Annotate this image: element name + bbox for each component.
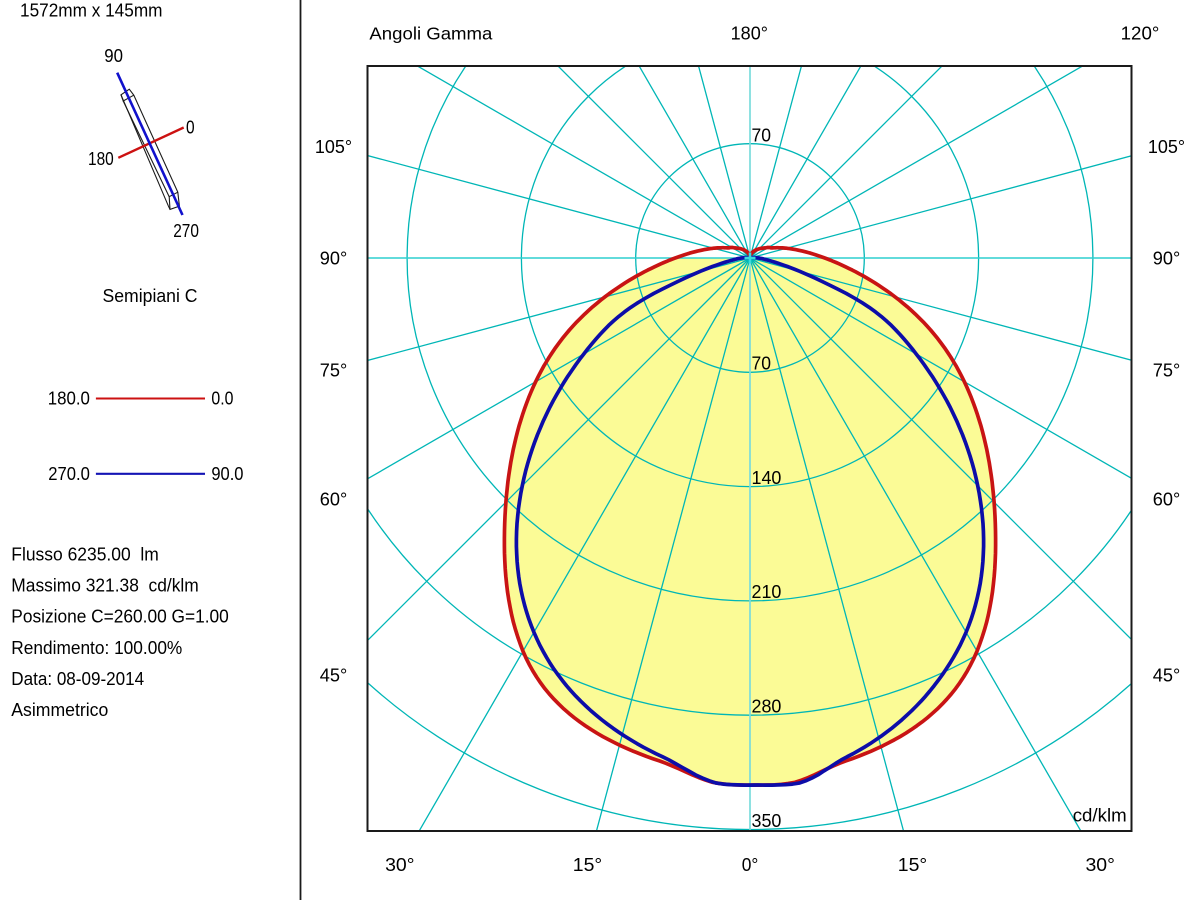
svg-text:0: 0 xyxy=(186,116,195,137)
svg-text:140: 140 xyxy=(752,467,782,488)
svg-text:Rendimento: 100.00%: Rendimento: 100.00% xyxy=(11,637,182,658)
svg-text:0.0: 0.0 xyxy=(211,387,233,408)
svg-text:60°: 60° xyxy=(1153,488,1181,509)
svg-text:15°: 15° xyxy=(573,854,602,875)
svg-text:45°: 45° xyxy=(1153,665,1181,686)
svg-text:90.0: 90.0 xyxy=(211,463,243,484)
svg-text:105°: 105° xyxy=(1148,136,1185,157)
svg-text:0°: 0° xyxy=(742,854,759,875)
svg-text:1572mm x 145mm: 1572mm x 145mm xyxy=(20,0,163,20)
svg-text:Semipiani C: Semipiani C xyxy=(103,285,198,306)
svg-text:70: 70 xyxy=(752,353,772,374)
svg-text:75°: 75° xyxy=(1153,359,1181,380)
svg-text:Data: 08-09-2014: Data: 08-09-2014 xyxy=(11,668,144,689)
svg-text:180°: 180° xyxy=(731,24,768,44)
svg-text:Massimo 321.38 cd/klm: Massimo 321.38 cd/klm xyxy=(11,575,199,596)
svg-text:120°: 120° xyxy=(1121,24,1160,44)
svg-text:90: 90 xyxy=(104,45,123,66)
svg-text:60°: 60° xyxy=(320,488,348,509)
svg-text:15°: 15° xyxy=(898,854,927,875)
svg-text:180.0: 180.0 xyxy=(48,387,90,408)
svg-text:Angoli Gamma: Angoli Gamma xyxy=(369,24,492,44)
svg-text:270.0: 270.0 xyxy=(48,463,90,484)
svg-text:105°: 105° xyxy=(315,136,352,157)
svg-text:45°: 45° xyxy=(320,665,348,686)
svg-text:90°: 90° xyxy=(320,248,348,269)
svg-text:210: 210 xyxy=(752,581,782,602)
svg-text:270: 270 xyxy=(173,220,199,241)
svg-text:180: 180 xyxy=(88,148,114,169)
svg-text:75°: 75° xyxy=(320,359,348,380)
svg-text:90°: 90° xyxy=(1153,248,1181,269)
svg-text:Flusso 6235.00 lm: Flusso 6235.00 lm xyxy=(11,544,159,565)
svg-text:30°: 30° xyxy=(385,854,414,875)
svg-text:70: 70 xyxy=(752,124,772,145)
svg-text:Posizione C=260.00 G=1.00: Posizione C=260.00 G=1.00 xyxy=(11,606,229,627)
svg-text:350: 350 xyxy=(752,810,782,831)
svg-text:cd/klm: cd/klm xyxy=(1073,804,1127,825)
svg-text:Asimmetrico: Asimmetrico xyxy=(11,699,108,720)
svg-text:30°: 30° xyxy=(1086,854,1115,875)
svg-text:280: 280 xyxy=(752,696,782,717)
